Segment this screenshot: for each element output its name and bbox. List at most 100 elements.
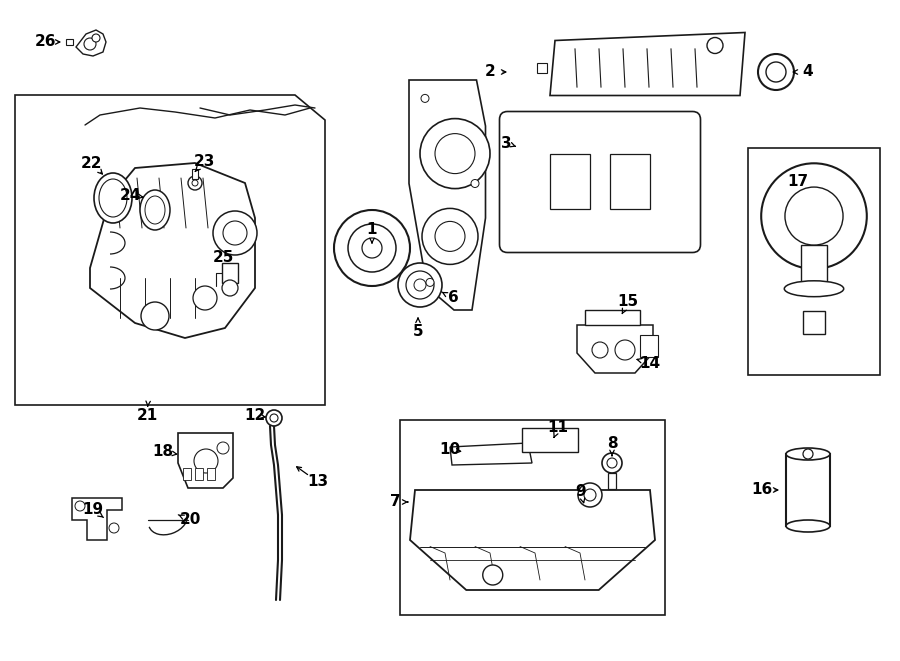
Circle shape — [615, 340, 635, 360]
Circle shape — [213, 211, 257, 255]
Circle shape — [192, 180, 198, 186]
Text: 15: 15 — [617, 295, 639, 309]
Circle shape — [406, 271, 434, 299]
Circle shape — [223, 221, 247, 245]
Ellipse shape — [786, 520, 830, 532]
Bar — [550, 154, 590, 209]
FancyBboxPatch shape — [500, 112, 700, 253]
Circle shape — [426, 278, 434, 286]
Circle shape — [414, 279, 426, 291]
Circle shape — [188, 176, 202, 190]
Bar — [608, 473, 616, 489]
Circle shape — [578, 483, 602, 507]
Bar — [537, 63, 547, 73]
Circle shape — [193, 286, 217, 310]
Text: 26: 26 — [34, 34, 56, 50]
Text: 7: 7 — [390, 494, 400, 510]
Circle shape — [348, 224, 396, 272]
Circle shape — [109, 523, 119, 533]
Polygon shape — [450, 443, 532, 465]
Circle shape — [758, 54, 794, 90]
Circle shape — [398, 263, 442, 307]
Ellipse shape — [145, 196, 165, 224]
Text: 11: 11 — [547, 420, 569, 436]
Ellipse shape — [786, 448, 830, 460]
Circle shape — [75, 501, 85, 511]
Ellipse shape — [140, 190, 170, 230]
Circle shape — [270, 414, 278, 422]
Polygon shape — [410, 490, 655, 590]
Text: 24: 24 — [120, 188, 140, 202]
Text: 18: 18 — [152, 444, 174, 459]
Circle shape — [707, 38, 723, 54]
Circle shape — [141, 302, 169, 330]
Circle shape — [602, 453, 622, 473]
Polygon shape — [66, 39, 73, 45]
Bar — [207, 468, 215, 480]
Circle shape — [334, 210, 410, 286]
Circle shape — [482, 565, 503, 585]
Text: 2: 2 — [484, 65, 495, 79]
Polygon shape — [585, 310, 640, 325]
Polygon shape — [522, 428, 578, 452]
Polygon shape — [72, 498, 122, 540]
Text: 22: 22 — [81, 155, 103, 171]
Polygon shape — [15, 95, 325, 405]
Bar — [222, 263, 238, 283]
Text: 1: 1 — [367, 223, 377, 237]
Circle shape — [84, 38, 96, 50]
Text: 13: 13 — [308, 475, 328, 490]
Bar — [195, 468, 203, 480]
Circle shape — [217, 442, 229, 454]
Circle shape — [785, 187, 843, 245]
Circle shape — [803, 449, 813, 459]
Bar — [192, 169, 198, 179]
Bar — [640, 335, 658, 357]
Circle shape — [435, 221, 465, 251]
Polygon shape — [786, 454, 830, 526]
Text: 12: 12 — [245, 407, 266, 422]
Text: 19: 19 — [83, 502, 104, 518]
Circle shape — [607, 458, 617, 468]
Text: 21: 21 — [137, 408, 157, 424]
Text: 20: 20 — [179, 512, 201, 527]
Text: 10: 10 — [439, 442, 461, 457]
Circle shape — [92, 34, 100, 42]
Circle shape — [584, 489, 596, 501]
Ellipse shape — [784, 281, 843, 297]
Polygon shape — [577, 325, 653, 373]
Polygon shape — [178, 433, 233, 488]
Text: 6: 6 — [447, 290, 458, 305]
Text: 17: 17 — [788, 175, 808, 190]
Text: 25: 25 — [212, 251, 234, 266]
Bar — [183, 468, 191, 480]
Circle shape — [592, 342, 608, 358]
Circle shape — [421, 95, 429, 102]
Polygon shape — [550, 32, 745, 95]
Ellipse shape — [99, 179, 127, 217]
Circle shape — [766, 62, 786, 82]
Text: 4: 4 — [803, 65, 814, 79]
Polygon shape — [90, 163, 255, 338]
Polygon shape — [409, 80, 485, 310]
Text: 8: 8 — [607, 436, 617, 451]
Circle shape — [194, 449, 218, 473]
Bar — [804, 311, 824, 334]
Text: 16: 16 — [752, 483, 772, 498]
Circle shape — [471, 180, 479, 188]
Bar — [610, 154, 650, 209]
Circle shape — [420, 118, 490, 188]
Ellipse shape — [94, 173, 132, 223]
Text: 23: 23 — [194, 155, 215, 169]
Text: 3: 3 — [500, 136, 511, 151]
Text: 5: 5 — [413, 325, 423, 340]
Text: 9: 9 — [576, 485, 586, 500]
Circle shape — [362, 238, 382, 258]
Bar — [400, 420, 665, 615]
Circle shape — [266, 410, 282, 426]
Circle shape — [422, 208, 478, 264]
Bar — [801, 245, 827, 295]
Text: 14: 14 — [639, 356, 661, 371]
Circle shape — [435, 134, 475, 174]
Polygon shape — [76, 30, 106, 56]
